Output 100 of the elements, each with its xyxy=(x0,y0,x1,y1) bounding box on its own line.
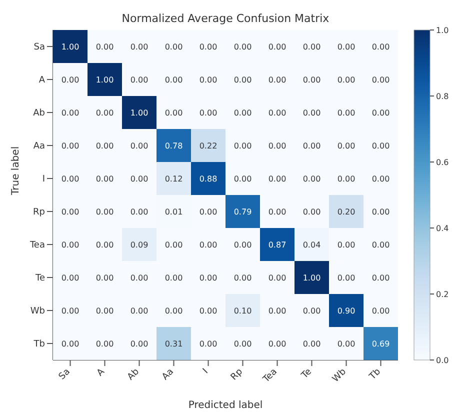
data-label: 0.00 xyxy=(302,306,321,316)
data-label: 0.00 xyxy=(164,274,183,282)
data-label: 0.00 xyxy=(372,306,390,316)
color-bar-label: 0.0 xyxy=(436,356,449,365)
data-label: 0.00 xyxy=(234,240,252,250)
x-tick-label: Tea xyxy=(260,367,280,386)
x-tick-label: Sa xyxy=(57,367,72,382)
data-label: 0.00 xyxy=(130,174,148,184)
data-label: 0.01 xyxy=(164,208,183,216)
data-label: 0.00 xyxy=(96,306,114,316)
data-label: 0.00 xyxy=(372,274,390,282)
data-label: 1.00 xyxy=(61,42,80,52)
data-label: 0.00 xyxy=(337,240,356,250)
color-bar-label: 0.4 xyxy=(436,224,449,233)
data-label: 0.00 xyxy=(268,42,286,52)
data-label: 0.00 xyxy=(234,174,252,184)
data-label: 0.00 xyxy=(61,142,80,150)
data-label: 0.00 xyxy=(268,306,286,316)
data-label: 0.00 xyxy=(61,208,80,216)
color-bar-label: 0.2 xyxy=(436,290,449,299)
data-label: 0.00 xyxy=(302,108,321,118)
y-tick-label: Tea xyxy=(28,240,45,250)
data-label: 0.00 xyxy=(199,76,218,84)
data-label: 0.00 xyxy=(234,142,252,150)
data-label: 0.00 xyxy=(199,208,218,216)
data-label: 0.79 xyxy=(234,208,252,216)
data-label: 0.00 xyxy=(372,174,390,184)
color-bar-label: 0.6 xyxy=(436,158,449,167)
data-label: 1.00 xyxy=(130,108,148,118)
data-label: 0.31 xyxy=(164,340,183,348)
x-axis-title: Predicted label xyxy=(188,400,263,411)
data-label: 0.00 xyxy=(130,142,148,150)
data-label: 0.00 xyxy=(61,108,80,118)
data-label: 0.00 xyxy=(96,142,114,150)
data-label: 0.00 xyxy=(96,42,114,52)
data-label: 0.00 xyxy=(199,42,218,52)
data-label: 0.00 xyxy=(199,108,218,118)
data-label: 0.00 xyxy=(234,108,252,118)
data-label: 0.00 xyxy=(61,240,80,250)
data-label: 0.00 xyxy=(61,274,80,282)
data-label: 0.00 xyxy=(372,142,390,150)
data-label: 0.00 xyxy=(337,108,356,118)
data-label: 0.00 xyxy=(337,340,356,348)
x-tick-label: Aa xyxy=(160,367,176,382)
data-label: 0.00 xyxy=(302,76,321,84)
data-label: 0.00 xyxy=(61,76,80,84)
data-label: 0.00 xyxy=(268,208,286,216)
x-tick-label: A xyxy=(95,366,108,378)
data-label: 0.00 xyxy=(268,76,286,84)
data-label: 0.90 xyxy=(337,306,356,316)
y-tick-label: Te xyxy=(34,274,46,284)
data-label: 0.00 xyxy=(372,208,390,216)
data-label: 0.00 xyxy=(372,42,390,52)
data-label: 0.00 xyxy=(337,174,356,184)
data-label: 0.12 xyxy=(164,174,183,184)
data-label: 0.00 xyxy=(96,208,114,216)
data-label: 0.00 xyxy=(337,42,356,52)
x-tick-label: Rp xyxy=(229,366,246,383)
data-label: 0.00 xyxy=(302,340,321,348)
data-label: 0.00 xyxy=(130,42,148,52)
x-tick-label: Te xyxy=(299,366,314,382)
data-label: 0.22 xyxy=(199,142,218,150)
data-label: 0.00 xyxy=(130,340,148,348)
data-label: 0.00 xyxy=(96,340,114,348)
y-tick-label: Wb xyxy=(30,306,46,316)
data-label: 0.00 xyxy=(302,42,321,52)
data-label: 0.00 xyxy=(268,108,286,118)
y-tick-label: Rp xyxy=(33,208,46,218)
data-label: 1.00 xyxy=(96,76,114,84)
x-tick-label: Ab xyxy=(126,366,142,383)
data-label: 0.04 xyxy=(302,240,321,250)
data-label: 0.20 xyxy=(337,208,356,216)
data-label: 0.00 xyxy=(164,42,183,52)
data-label: 0.00 xyxy=(268,174,286,184)
data-label: 0.00 xyxy=(268,142,286,150)
data-label: 0.00 xyxy=(96,108,114,118)
data-label: 0.10 xyxy=(234,306,252,316)
data-label: 0.00 xyxy=(61,306,80,316)
x-tick-label: I xyxy=(201,367,210,376)
data-label: 0.00 xyxy=(372,76,390,84)
data-label: 0.00 xyxy=(234,340,252,348)
data-label: 0.00 xyxy=(96,240,114,250)
data-label: 0.00 xyxy=(268,274,286,282)
data-label: 0.00 xyxy=(96,174,114,184)
data-label: 0.00 xyxy=(130,208,148,216)
data-label: 0.78 xyxy=(164,142,183,150)
y-tick-label: A xyxy=(38,76,46,86)
data-label: 0.00 xyxy=(130,76,148,84)
x-tick-label: Tb xyxy=(367,366,384,383)
data-label: 0.00 xyxy=(61,340,80,348)
y-tick-label: Sa xyxy=(34,42,45,52)
data-label: 0.00 xyxy=(96,274,114,282)
color-bar-label: 1.0 xyxy=(436,26,449,35)
data-label: 0.00 xyxy=(164,76,183,84)
data-label: 0.00 xyxy=(337,142,356,150)
data-label: 0.00 xyxy=(199,340,218,348)
data-label: 0.00 xyxy=(372,108,390,118)
y-tick-label: Ab xyxy=(33,108,46,118)
data-label: 0.88 xyxy=(199,174,218,184)
data-label: 0.00 xyxy=(199,274,218,282)
